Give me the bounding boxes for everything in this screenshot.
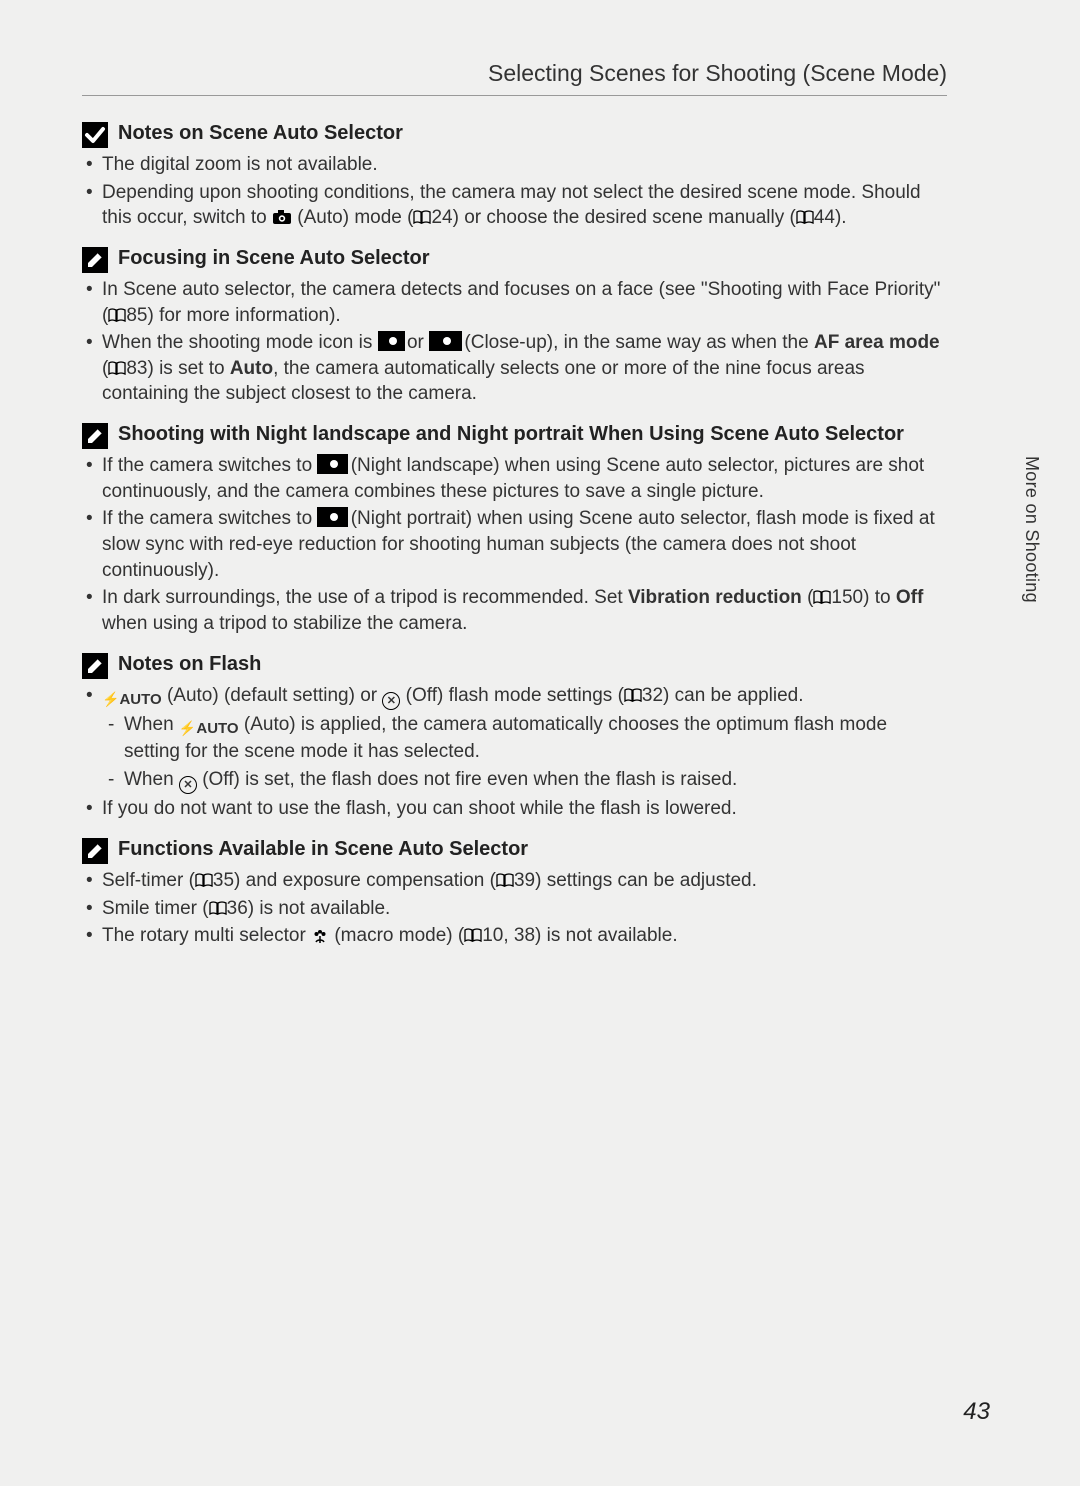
section-heading: Shooting with Night landscape and Night … xyxy=(82,421,947,449)
section-title: Functions Available in Scene Auto Select… xyxy=(118,836,528,862)
list-item: The digital zoom is not available. xyxy=(82,152,947,178)
bold-text: AF area mode xyxy=(814,332,940,353)
section-heading: Focusing in Scene Auto Selector xyxy=(82,245,947,273)
night-landscape-icon xyxy=(317,454,345,474)
bullet-list: AUTO (Auto) (default setting) or ✕ (Off)… xyxy=(82,683,947,822)
check-icon xyxy=(82,122,108,148)
section-title: Shooting with Night landscape and Night … xyxy=(118,421,904,447)
macro-flower-icon xyxy=(311,926,329,952)
pencil-icon xyxy=(82,838,108,864)
page-number: 43 xyxy=(963,1398,990,1426)
list-item: AUTO (Auto) (default setting) or ✕ (Off)… xyxy=(82,683,947,795)
list-item: Self-timer (35) and exposure compensatio… xyxy=(82,868,947,894)
closeup-icon xyxy=(378,331,402,351)
flash-auto-icon: AUTO xyxy=(102,690,162,710)
night-portrait-icon xyxy=(317,507,345,527)
bold-text: Off xyxy=(896,587,923,608)
section-heading: Notes on Flash xyxy=(82,651,947,679)
list-item: If the camera switches to (Night landsca… xyxy=(82,453,947,504)
bullet-list: In Scene auto selector, the camera detec… xyxy=(82,277,947,407)
book-ref-icon xyxy=(496,869,514,883)
section-heading: Notes on Scene Auto Selector xyxy=(82,120,947,148)
closeup-alt-icon xyxy=(429,331,459,351)
list-item: Depending upon shooting conditions, the … xyxy=(82,180,947,231)
flash-auto-icon: AUTO xyxy=(179,719,239,739)
list-item: In Scene auto selector, the camera detec… xyxy=(82,277,947,328)
bullet-list: Self-timer (35) and exposure compensatio… xyxy=(82,868,947,952)
section-heading: Functions Available in Scene Auto Select… xyxy=(82,836,947,864)
sub-list-item: When AUTO (Auto) is applied, the camera … xyxy=(102,712,947,765)
page-content: Selecting Scenes for Shooting (Scene Mod… xyxy=(82,60,947,954)
book-ref-icon xyxy=(796,206,814,220)
side-tab: More on Shooting xyxy=(1021,456,1042,603)
bold-text: Auto xyxy=(230,358,273,379)
bullet-list: If the camera switches to (Night landsca… xyxy=(82,453,947,636)
bold-text: Vibration reduction xyxy=(628,587,802,608)
sub-list-item: When ✕ (Off) is set, the flash does not … xyxy=(102,767,947,794)
pencil-icon xyxy=(82,247,108,273)
list-item: Smile timer (36) is not available. xyxy=(82,896,947,922)
chapter-title: Selecting Scenes for Shooting (Scene Mod… xyxy=(82,60,947,96)
camera-icon xyxy=(272,207,292,223)
book-ref-icon xyxy=(195,869,213,883)
list-item: In dark surroundings, the use of a tripo… xyxy=(82,585,947,636)
list-item: When the shooting mode icon is or (Close… xyxy=(82,330,947,407)
section-title: Notes on Scene Auto Selector xyxy=(118,120,403,146)
book-ref-icon xyxy=(108,357,126,371)
sections-container: Notes on Scene Auto Selector The digital … xyxy=(82,120,947,952)
book-ref-icon xyxy=(813,586,831,600)
bullet-list: The digital zoom is not available.Depend… xyxy=(82,152,947,231)
pencil-icon xyxy=(82,653,108,679)
book-ref-icon xyxy=(413,206,431,220)
list-item: The rotary multi selector (macro mode) (… xyxy=(82,923,947,952)
sub-list: When AUTO (Auto) is applied, the camera … xyxy=(102,712,947,794)
flash-off-icon: ✕ xyxy=(179,776,197,794)
section-title: Focusing in Scene Auto Selector xyxy=(118,245,430,271)
list-item: If you do not want to use the flash, you… xyxy=(82,796,947,822)
book-ref-icon xyxy=(108,304,126,318)
book-ref-icon xyxy=(209,897,227,911)
list-item: If the camera switches to (Night portrai… xyxy=(82,506,947,583)
book-ref-icon xyxy=(464,924,482,938)
book-ref-icon xyxy=(624,684,642,698)
flash-off-icon: ✕ xyxy=(382,692,400,710)
pencil-icon xyxy=(82,423,108,449)
section-title: Notes on Flash xyxy=(118,651,261,677)
